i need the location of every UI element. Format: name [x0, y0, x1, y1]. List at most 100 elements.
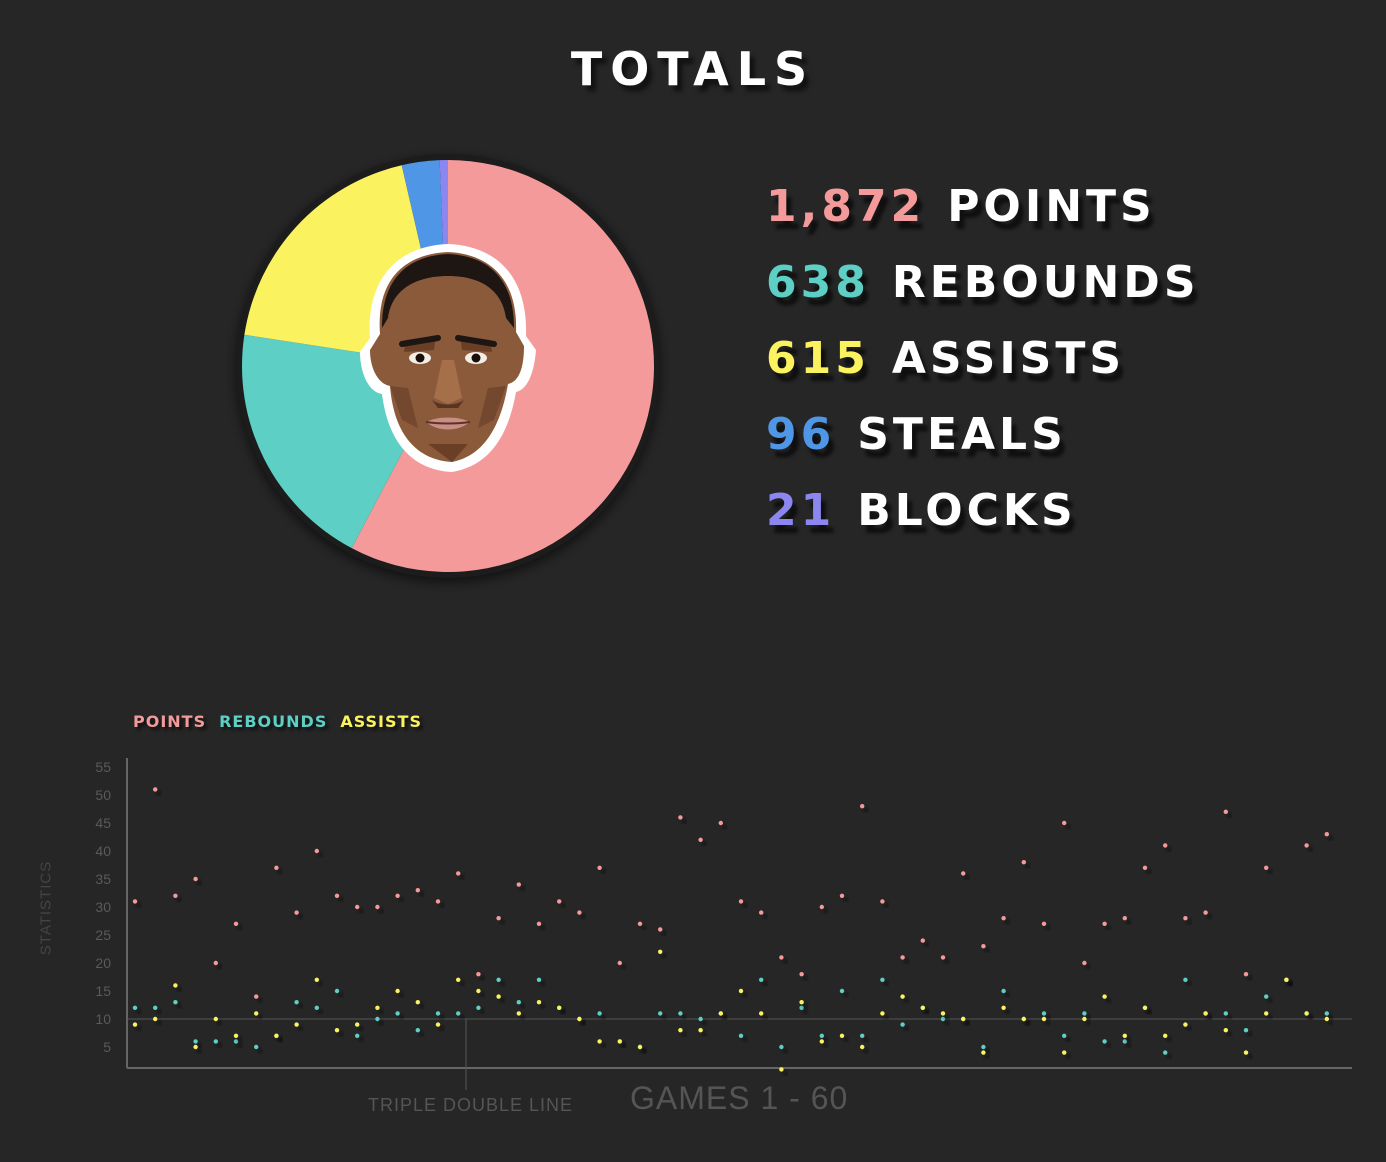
assists-point[interactable]: [617, 1039, 622, 1044]
assists-point[interactable]: [193, 1044, 198, 1050]
rebounds-point[interactable]: [516, 1000, 521, 1005]
rebounds-point[interactable]: [193, 1039, 198, 1044]
points-point[interactable]: [1324, 832, 1330, 837]
rebounds-point[interactable]: [355, 1033, 360, 1039]
rebounds-point[interactable]: [254, 1044, 259, 1050]
assists-point[interactable]: [1223, 1028, 1229, 1033]
rebounds-point[interactable]: [375, 1016, 380, 1022]
assists-point[interactable]: [779, 1067, 784, 1072]
assists-point[interactable]: [718, 1011, 723, 1016]
assists-point[interactable]: [698, 1028, 703, 1033]
rebounds-point[interactable]: [153, 1005, 158, 1010]
points-point[interactable]: [254, 994, 259, 999]
rebounds-point[interactable]: [597, 1011, 602, 1016]
assists-point[interactable]: [557, 1005, 562, 1010]
points-point[interactable]: [274, 865, 279, 870]
assists-point[interactable]: [1082, 1016, 1087, 1022]
rebounds-point[interactable]: [860, 1033, 865, 1039]
rebounds-point[interactable]: [779, 1044, 784, 1050]
assists-point[interactable]: [314, 977, 319, 982]
assists-point[interactable]: [274, 1033, 279, 1039]
points-point[interactable]: [1102, 921, 1107, 926]
points-point[interactable]: [456, 871, 461, 876]
assists-point[interactable]: [880, 1011, 885, 1016]
points-point[interactable]: [415, 888, 420, 893]
rebounds-point[interactable]: [981, 1044, 986, 1050]
points-point[interactable]: [1163, 843, 1168, 848]
assists-point[interactable]: [1142, 1005, 1148, 1010]
rebounds-point[interactable]: [880, 977, 885, 982]
points-point[interactable]: [536, 921, 542, 926]
legend-points[interactable]: POINTS: [133, 712, 207, 731]
points-point[interactable]: [839, 893, 845, 898]
assists-point[interactable]: [1324, 1016, 1330, 1022]
points-point[interactable]: [314, 848, 319, 854]
points-point[interactable]: [355, 904, 360, 910]
points-point[interactable]: [1304, 843, 1309, 848]
legend-rebounds[interactable]: REBOUNDS: [219, 712, 328, 731]
points-point[interactable]: [1021, 860, 1026, 865]
points-point[interactable]: [213, 960, 218, 966]
rebounds-point[interactable]: [799, 1005, 804, 1010]
assists-point[interactable]: [637, 1044, 643, 1050]
points-point[interactable]: [1082, 960, 1087, 966]
assists-point[interactable]: [536, 1000, 542, 1005]
points-point[interactable]: [375, 904, 380, 910]
rebounds-point[interactable]: [334, 988, 340, 994]
assists-point[interactable]: [819, 1039, 824, 1044]
assists-point[interactable]: [435, 1022, 441, 1027]
rebounds-point[interactable]: [1264, 994, 1269, 999]
assists-point[interactable]: [153, 1016, 158, 1022]
points-point[interactable]: [981, 944, 986, 949]
assists-point[interactable]: [1284, 977, 1289, 982]
rebounds-point[interactable]: [395, 1011, 400, 1016]
points-point[interactable]: [940, 955, 946, 960]
points-point[interactable]: [779, 955, 784, 960]
assists-point[interactable]: [1163, 1033, 1168, 1039]
assists-point[interactable]: [860, 1044, 865, 1050]
points-point[interactable]: [1203, 910, 1208, 915]
assists-point[interactable]: [1062, 1050, 1067, 1055]
assists-point[interactable]: [738, 988, 744, 994]
rebounds-point[interactable]: [1223, 1011, 1229, 1016]
assists-point[interactable]: [1203, 1011, 1208, 1016]
assists-point[interactable]: [355, 1022, 360, 1027]
rebounds-point[interactable]: [496, 977, 501, 982]
rebounds-point[interactable]: [456, 1011, 461, 1016]
points-point[interactable]: [294, 910, 299, 915]
assists-point[interactable]: [759, 1011, 764, 1016]
assists-point[interactable]: [839, 1033, 845, 1039]
assists-point[interactable]: [395, 988, 400, 994]
assists-point[interactable]: [173, 983, 178, 988]
assists-point[interactable]: [1021, 1016, 1026, 1022]
rebounds-point[interactable]: [698, 1016, 703, 1022]
rebounds-point[interactable]: [476, 1005, 481, 1010]
points-point[interactable]: [1183, 916, 1188, 921]
points-point[interactable]: [759, 910, 764, 915]
assists-point[interactable]: [1304, 1011, 1309, 1016]
assists-point[interactable]: [1122, 1033, 1128, 1039]
points-point[interactable]: [193, 876, 198, 882]
assists-point[interactable]: [1102, 994, 1107, 999]
rebounds-point[interactable]: [819, 1033, 824, 1039]
points-point[interactable]: [900, 955, 905, 960]
assists-point[interactable]: [213, 1016, 218, 1022]
points-point[interactable]: [860, 804, 865, 809]
points-point[interactable]: [1223, 809, 1229, 814]
points-point[interactable]: [435, 899, 441, 904]
assists-point[interactable]: [597, 1039, 602, 1044]
assists-point[interactable]: [678, 1028, 683, 1033]
assists-point[interactable]: [254, 1011, 259, 1016]
rebounds-point[interactable]: [415, 1028, 420, 1033]
assists-point[interactable]: [496, 994, 501, 999]
assists-point[interactable]: [294, 1022, 299, 1027]
rebounds-point[interactable]: [1324, 1011, 1330, 1016]
rebounds-point[interactable]: [1041, 1011, 1047, 1016]
points-point[interactable]: [1122, 916, 1128, 921]
rebounds-point[interactable]: [1102, 1039, 1107, 1044]
rebounds-point[interactable]: [233, 1039, 239, 1044]
assists-point[interactable]: [799, 1000, 804, 1005]
points-point[interactable]: [799, 972, 804, 977]
rebounds-point[interactable]: [536, 977, 542, 982]
points-point[interactable]: [617, 960, 622, 966]
